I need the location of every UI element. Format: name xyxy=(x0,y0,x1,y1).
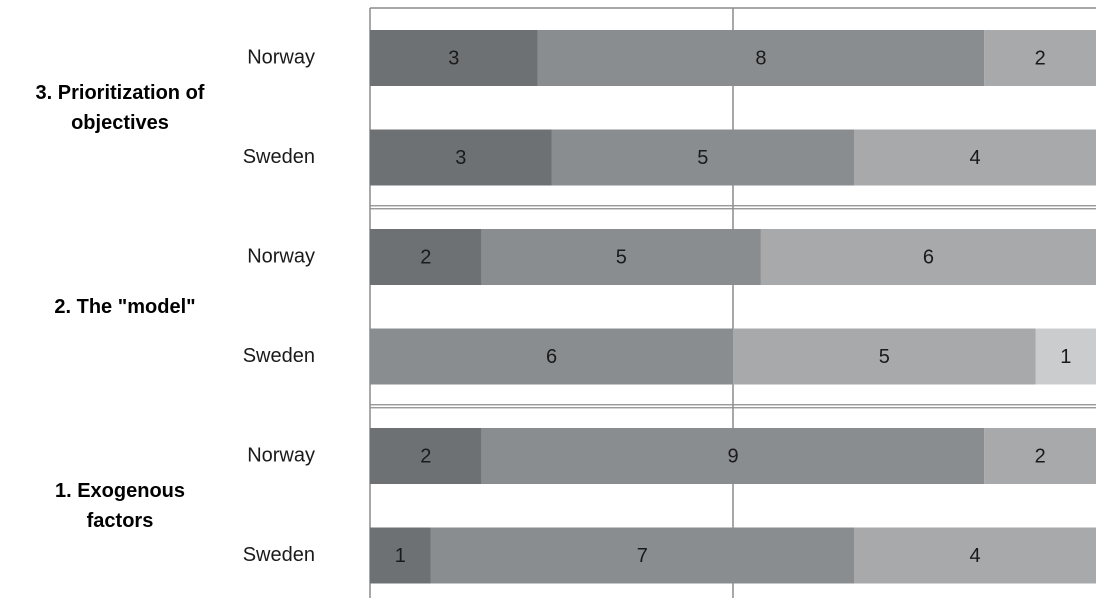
data-label: 1 xyxy=(1060,346,1071,368)
data-label: 3 xyxy=(455,147,466,169)
data-label: 2 xyxy=(1035,47,1046,69)
data-label: 1 xyxy=(395,545,406,567)
bar-segment xyxy=(537,30,985,86)
bar-segment xyxy=(370,428,482,484)
bar-segment xyxy=(854,129,1096,186)
bar-segment xyxy=(370,328,733,385)
group-label: 3. Prioritization of objectives xyxy=(35,81,205,134)
data-label: 7 xyxy=(637,545,648,567)
data-label: 2 xyxy=(420,246,431,268)
bar-segment xyxy=(481,229,761,285)
category-label: Sweden xyxy=(243,146,315,168)
bar-segment xyxy=(370,527,431,584)
bar-segment xyxy=(984,428,1096,484)
bar-segment xyxy=(854,527,1096,584)
bar-segment xyxy=(733,328,1036,385)
group-label: 1. Exogenous factors xyxy=(54,479,186,532)
bar-segment xyxy=(1035,328,1096,385)
data-label: 4 xyxy=(969,147,980,169)
category-label: Sweden xyxy=(243,345,315,367)
bar-segment xyxy=(430,527,854,584)
category-label: Sweden xyxy=(243,544,315,566)
bar-segment xyxy=(370,129,552,186)
bar-segment xyxy=(551,129,854,186)
category-label: Norway xyxy=(247,444,315,466)
data-label: 2 xyxy=(420,445,431,467)
data-label: 6 xyxy=(923,246,934,268)
data-label: 2 xyxy=(1035,445,1046,467)
bar-segment xyxy=(370,229,482,285)
data-label: 9 xyxy=(727,445,738,467)
bar-segment xyxy=(984,30,1096,86)
bar-segment xyxy=(370,30,538,86)
data-label: 3 xyxy=(448,47,459,69)
data-label: 5 xyxy=(879,346,890,368)
bar-segment xyxy=(760,229,1096,285)
data-label: 6 xyxy=(546,346,557,368)
category-label: Norway xyxy=(247,245,315,267)
data-label: 5 xyxy=(616,246,627,268)
group-label: 2. The "model" xyxy=(54,295,196,318)
bar-segment xyxy=(481,428,985,484)
data-label: 8 xyxy=(755,47,766,69)
data-label: 4 xyxy=(969,545,980,567)
data-label: 5 xyxy=(697,147,708,169)
category-label: Norway xyxy=(247,46,315,68)
